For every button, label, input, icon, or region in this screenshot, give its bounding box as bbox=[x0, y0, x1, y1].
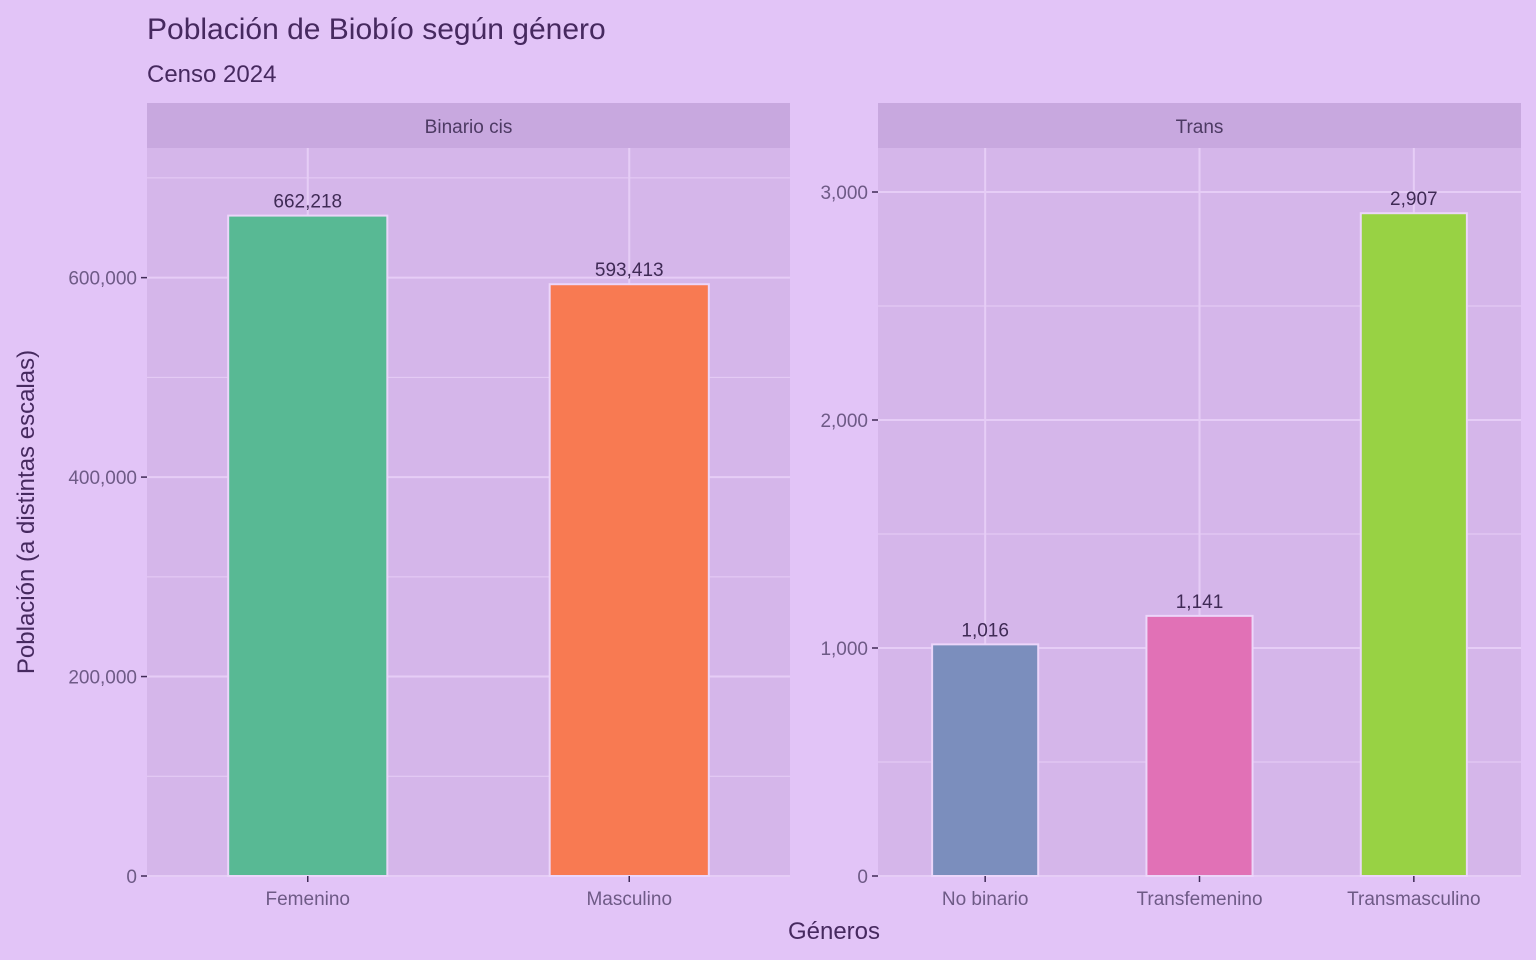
chart-subtitle: Censo 2024 bbox=[147, 61, 276, 88]
x-tick-label: No binario bbox=[942, 889, 1029, 910]
x-axis-title: Géneros bbox=[788, 918, 880, 945]
y-tick-label: 1,000 bbox=[820, 639, 868, 660]
y-tick-label: 600,000 bbox=[68, 269, 137, 290]
data-label: 1,141 bbox=[1176, 592, 1224, 613]
chart-title: Población de Biobío según género bbox=[147, 13, 606, 46]
bar-no-binario bbox=[931, 643, 1040, 877]
y-tick-label: 0 bbox=[126, 867, 137, 888]
bar-transmasculino bbox=[1359, 212, 1468, 877]
y-tick-label: 200,000 bbox=[68, 668, 137, 689]
x-tick-label: Transmasculino bbox=[1347, 889, 1480, 910]
y-tick-label: 2,000 bbox=[820, 411, 868, 432]
y-tick-label: 3,000 bbox=[820, 183, 868, 204]
facet-strip bbox=[878, 103, 1521, 148]
data-label: 662,218 bbox=[273, 192, 342, 213]
data-label: 593,413 bbox=[595, 260, 664, 281]
data-label: 1,016 bbox=[961, 620, 1009, 641]
x-tick-label: Transfemenino bbox=[1136, 889, 1262, 910]
facet-label: Binario cis bbox=[425, 117, 513, 138]
y-tick-label: 400,000 bbox=[68, 468, 137, 489]
bar-transfemenino bbox=[1145, 614, 1254, 878]
bar-femenino bbox=[227, 214, 389, 877]
y-tick-label: 0 bbox=[857, 867, 868, 888]
x-tick-label: Masculino bbox=[586, 889, 672, 910]
y-axis-title: Población (a distintas escalas) bbox=[13, 350, 40, 674]
facet-strip bbox=[147, 103, 790, 148]
facet-label: Trans bbox=[1176, 117, 1224, 138]
x-tick-label: Femenino bbox=[266, 889, 351, 910]
bar-masculino bbox=[548, 283, 710, 878]
data-label: 2,907 bbox=[1390, 189, 1438, 210]
